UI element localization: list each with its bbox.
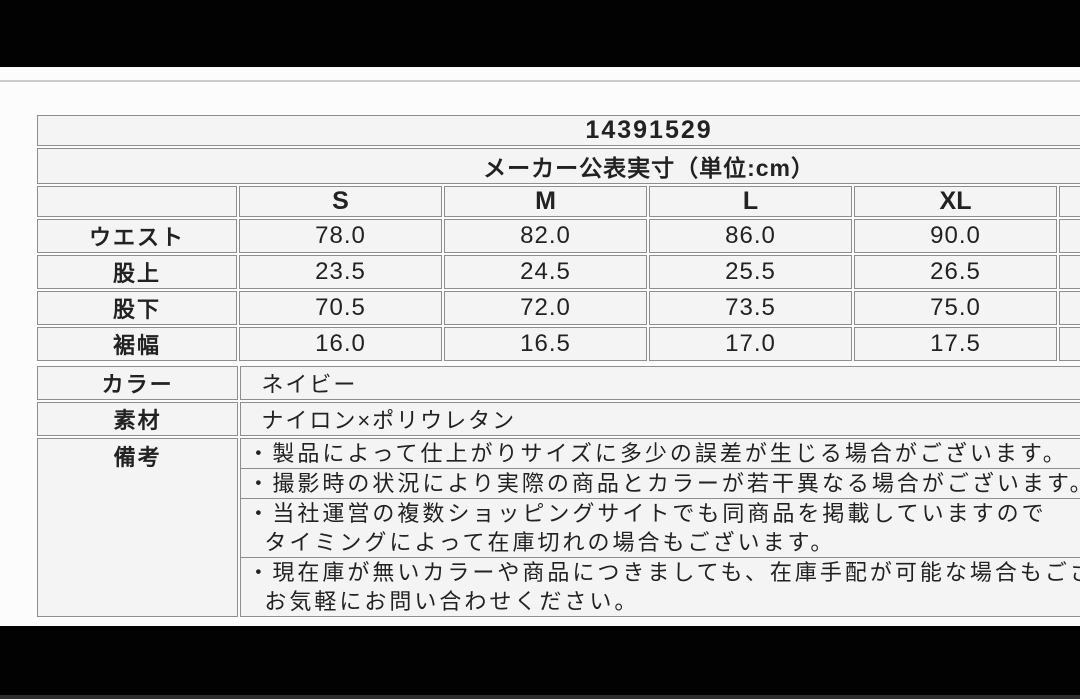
color-value: ネイビー [240,366,1080,400]
table-row-material: 素材 ナイロン×ポリウレタン [37,402,1080,436]
cell-value-clipped [1059,255,1080,289]
row-label-hem-width: 裾幅 [37,327,237,361]
cell-value: 17.5 [854,327,1057,361]
cell-value-clipped [1059,327,1080,361]
note-item: ・当社運営の複数ショッピングサイトでも同商品を掲載していますので タイミングによ… [241,499,1080,558]
table-row-waist: ウエスト 78.0 82.0 86.0 90.0 [37,219,1080,253]
material-value: ナイロン×ポリウレタン [240,402,1080,436]
row-label-waist: ウエスト [37,219,237,253]
column-header-m: M [444,186,647,217]
divider-line [0,80,1080,82]
size-spec-table: 14391529 メーカー公表実寸（単位:cm） S M L XL ウエスト 7… [35,113,1080,363]
note-text: ・当社運営の複数ショッピングサイトでも同商品を掲載していますので [247,501,1047,526]
row-label-inseam: 股下 [37,291,237,325]
cell-value: 17.0 [649,327,852,361]
corner-cell [37,186,237,217]
cell-value: 86.0 [649,219,852,253]
cell-value: 90.0 [854,219,1057,253]
note-item: ・現在庫が無いカラーや商品につきましても、在庫手配が可能な場合もございますので … [241,558,1080,616]
product-code: 14391529 [37,115,1080,146]
note-item: ・製品によって仕上がりサイズに多少の誤差が生じる場合がございます。 [241,439,1080,469]
table-row: 14391529 [37,115,1080,146]
column-header-l: L [649,186,852,217]
note-item: ・撮影時の状況により実際の商品とカラーが若干異なる場合がございます。 [241,469,1080,499]
table-row-rise: 股上 23.5 24.5 25.5 26.5 [37,255,1080,289]
cell-value: 25.5 [649,255,852,289]
cell-value: 24.5 [444,255,647,289]
table-row-notes: 備考 ・製品によって仕上がりサイズに多少の誤差が生じる場合がございます。 ・撮影… [37,438,1080,617]
cell-value: 82.0 [444,219,647,253]
cell-value: 70.5 [239,291,442,325]
cell-value: 16.0 [239,327,442,361]
letterbox-bottom [0,626,1080,699]
cell-value: 73.5 [649,291,852,325]
row-label-notes: 備考 [37,438,239,617]
size-header-row: S M L XL [37,186,1080,217]
size-table-subtitle: メーカー公表実寸（単位:cm） [37,148,1080,184]
product-details-table: カラー ネイビー 素材 ナイロン×ポリウレタン 備考 ・製品によって仕上がりサイ… [35,364,1080,619]
note-text: ・撮影時の状況により実際の商品とカラーが若干異なる場合がございます。 [247,471,1080,496]
cell-value: 75.0 [854,291,1057,325]
notes-cell: ・製品によって仕上がりサイズに多少の誤差が生じる場合がございます。 ・撮影時の状… [240,438,1080,617]
row-label-rise: 股上 [37,255,237,289]
row-label-color: カラー [37,366,239,400]
cell-value-clipped [1059,219,1080,253]
column-header-clipped [1059,186,1080,217]
cell-value: 16.5 [444,327,647,361]
table-row-color: カラー ネイビー [37,366,1080,400]
cell-value: 78.0 [239,219,442,253]
cell-value: 23.5 [239,255,442,289]
note-text: ・現在庫が無いカラーや商品につきましても、在庫手配が可能な場合もございますので [247,560,1080,585]
note-text: ・製品によって仕上がりサイズに多少の誤差が生じる場合がございます。 [247,441,1068,466]
letterbox-top [0,0,1080,67]
note-text-continuation: お気軽にお問い合わせください。 [264,589,640,614]
table-row-inseam: 股下 70.5 72.0 73.5 75.0 [37,291,1080,325]
table-row: メーカー公表実寸（単位:cm） [37,148,1080,184]
row-label-material: 素材 [37,402,239,436]
note-text-continuation: タイミングによって在庫切れの場合もございます。 [264,530,836,555]
cell-value: 26.5 [854,255,1057,289]
letterbox-bottom-edge [0,695,1080,699]
cell-value-clipped [1059,291,1080,325]
column-header-s: S [239,186,442,217]
table-row-hem-width: 裾幅 16.0 16.5 17.0 17.5 [37,327,1080,361]
cell-value: 72.0 [444,291,647,325]
column-header-xl: XL [854,186,1057,217]
